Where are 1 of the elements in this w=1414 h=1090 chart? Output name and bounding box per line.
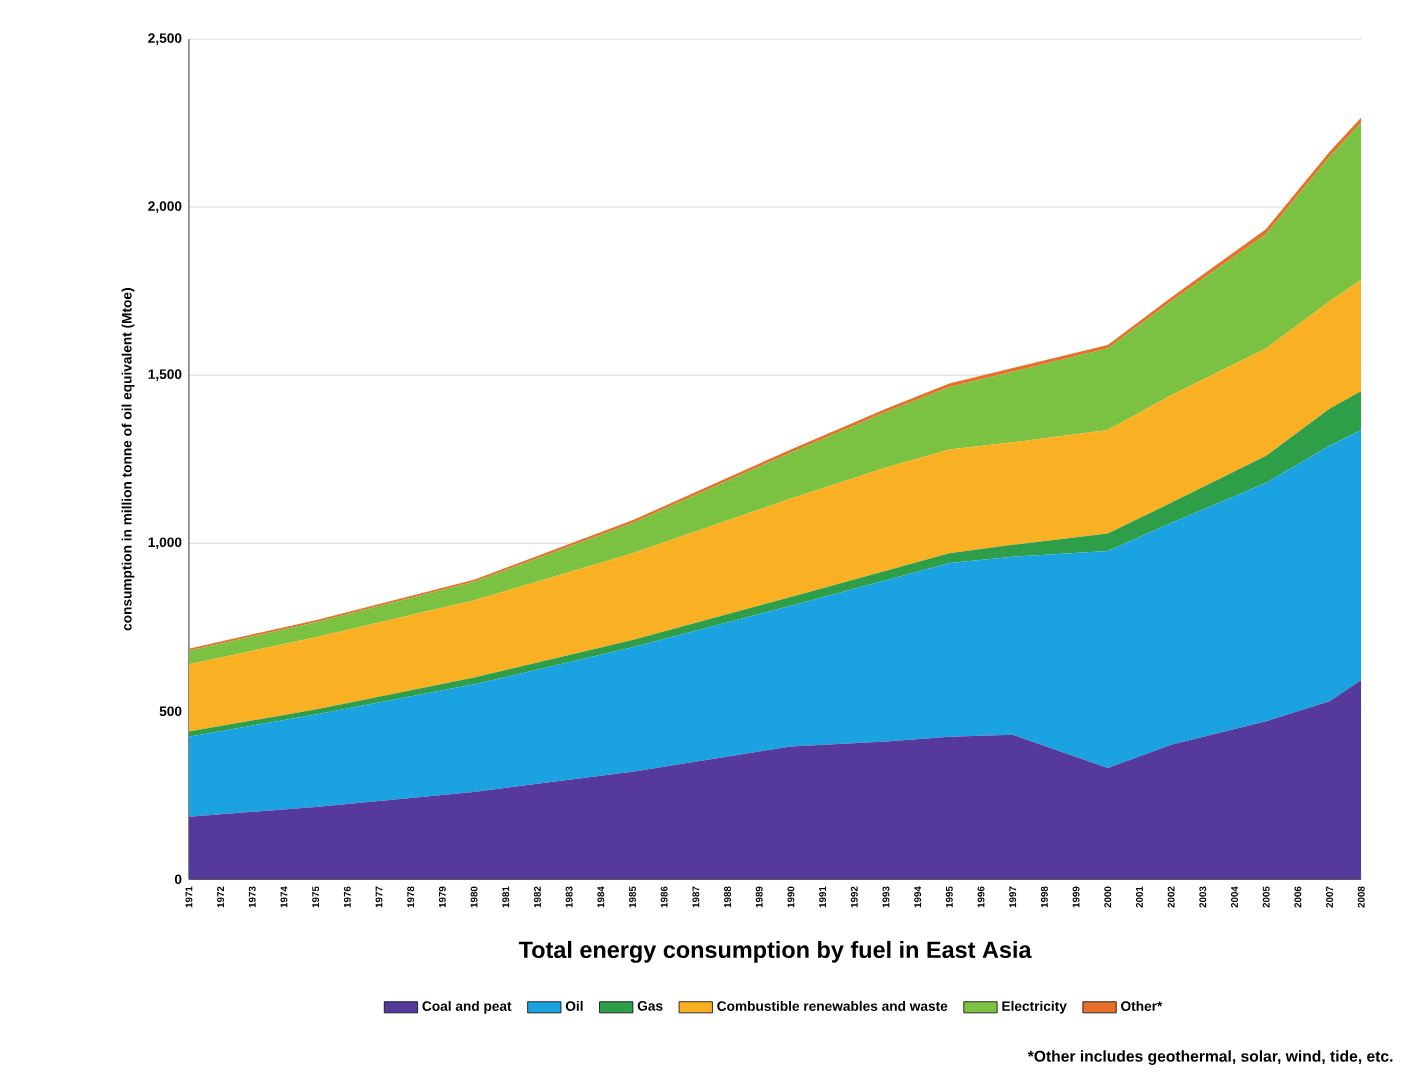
text: Total energy consumption by fuel in East Asia xyxy=(518,940,1032,963)
